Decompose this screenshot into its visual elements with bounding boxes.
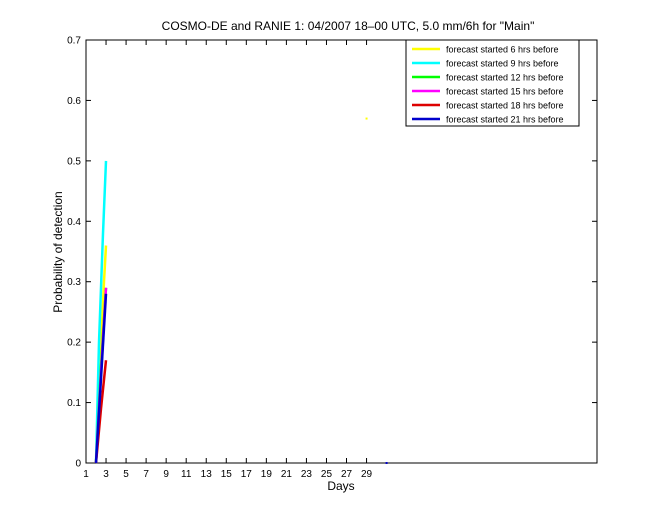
x-tick-label: 11 [181,469,192,480]
legend-label: forecast started 9 hrs before [446,59,559,69]
legend-label: forecast started 6 hrs before [446,45,559,55]
x-tick-label: 29 [361,469,373,480]
x-tick-label: 13 [201,469,213,480]
x-tick-label: 1 [83,469,89,480]
series-line [94,160,108,464]
legend-label: forecast started 21 hrs before [446,115,564,125]
y-tick-label: 0.2 [67,338,81,349]
x-tick-label: 23 [301,469,313,480]
series-layer [94,117,388,464]
x-axis-label: Days [327,479,354,493]
legend-label: forecast started 15 hrs before [446,87,564,97]
x-tick-label: 25 [321,469,333,480]
chart-title: COSMO-DE and RANIE 1: 04/2007 18–00 UTC,… [162,19,535,33]
y-tick-label: 0.5 [67,156,81,167]
y-tick-label: 0.4 [67,217,81,228]
x-tick-label: 19 [261,469,273,480]
x-tick-label: 21 [281,469,293,480]
x-tick-label: 3 [103,469,109,480]
y-axis: 0 0.1 0.2 0.3 0.4 0.5 0.6 0.7 [67,36,597,470]
y-tick-label: 0.7 [67,36,81,47]
x-tick-label: 17 [241,469,253,480]
legend: forecast started 6 hrs before forecast st… [405,39,580,127]
x-tick-label: 15 [221,469,233,480]
x-tick-label: 7 [143,469,149,480]
y-axis-label: Probability of detection [51,191,65,312]
series-line [94,293,108,464]
x-axis: 1 3 5 7 9 11 13 15 17 19 21 23 25 27 29 [83,40,373,480]
x-tick-label: 5 [123,469,129,480]
legend-box [405,39,580,127]
y-tick-label: 0.3 [67,277,81,288]
y-tick-label: 0 [75,459,81,470]
legend-label: forecast started 12 hrs before [446,73,564,83]
y-tick-label: 0.1 [67,398,81,409]
x-tick-label: 27 [341,469,353,480]
x-tick-label: 9 [163,469,169,480]
legend-label: forecast started 18 hrs before [446,101,564,111]
y-tick-label: 0.6 [67,96,81,107]
